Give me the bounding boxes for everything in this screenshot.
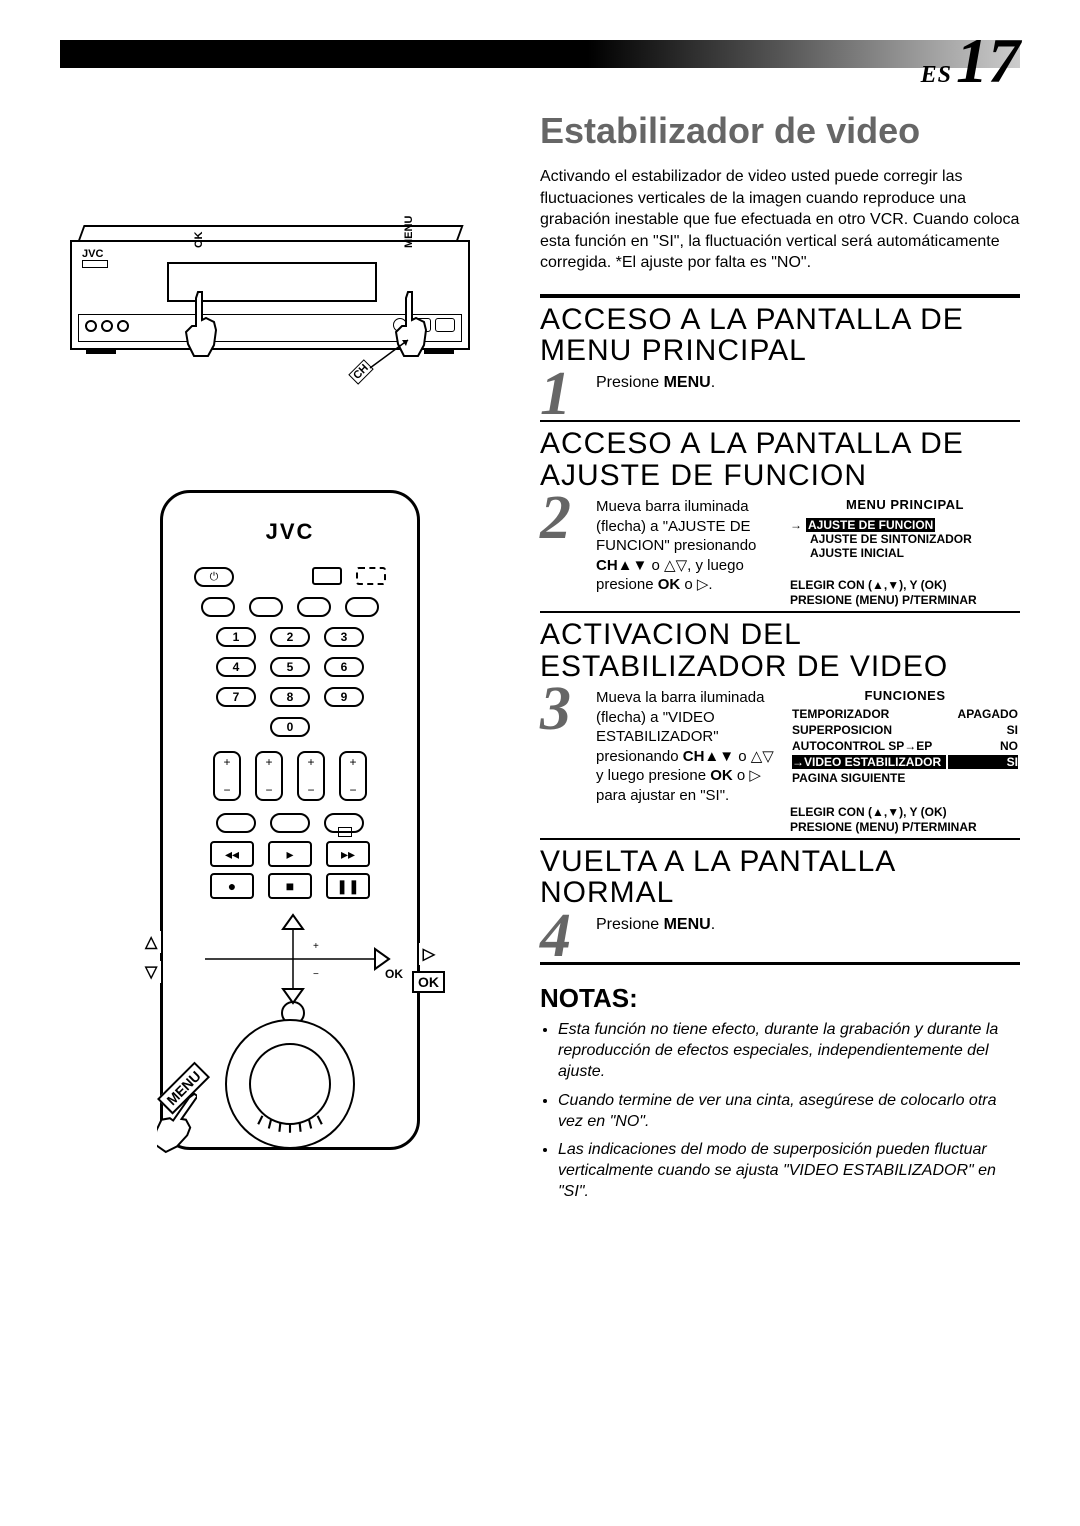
step-2-body: Mueva barra iluminada (flecha) a "AJUSTE… (596, 497, 780, 607)
step-1-num: 1 (540, 373, 596, 416)
main-title: Estabilizador de video (540, 110, 1020, 152)
menu-footer-2: PRESIONE (MENU) P/TERMINAR (790, 593, 1020, 607)
stop-button: ■ (268, 873, 312, 899)
content-column: Estabilizador de video Activando el esta… (540, 110, 1020, 1211)
step-2-num: 2 (540, 497, 596, 540)
display-icon (312, 567, 342, 585)
num-1: 1 (216, 627, 256, 647)
remote-illustration: JVC ⏻ 123 456 789 0 ◂◂ ▸ ▸▸ ● ■ ❚❚ (160, 490, 420, 1150)
pause-button: ❚❚ (326, 873, 370, 899)
step-4-title: VUELTA A LA PANTALLA NORMAL (540, 846, 1020, 909)
step-2-title: ACCESO A LA PANTALLA DE AJUSTE DE FUNCIO… (540, 428, 1020, 491)
menu-principal-box: MENU PRINCIPAL → AJUSTE DE FUNCION AJUSTE… (790, 497, 1020, 607)
step-3-body: Mueva la barra iluminada (flecha) a "VID… (596, 688, 780, 834)
func-value: SI (948, 723, 1018, 737)
svg-text:−: − (313, 969, 319, 980)
num-5: 5 (270, 657, 310, 677)
func-label: TEMPORIZADOR (792, 707, 946, 721)
page-number: ES 17 (921, 42, 1020, 89)
edge-right-icon: ▷ (419, 943, 439, 965)
step-3-num: 3 (540, 688, 596, 731)
menu-heading: MENU PRINCIPAL (790, 497, 1020, 512)
notas-title: NOTAS: (540, 983, 1020, 1014)
rew-button: ◂◂ (210, 841, 254, 867)
rocker-4 (339, 751, 367, 801)
divider (540, 420, 1020, 422)
funciones-box: FUNCIONES TEMPORIZADORAPAGADO SUPERPOSIC… (790, 688, 1020, 834)
svg-text:+: + (313, 941, 319, 952)
divider (540, 611, 1020, 613)
num-3: 3 (324, 627, 364, 647)
page-num: 17 (956, 25, 1020, 96)
notas-section: NOTAS: Esta función no tiene efecto, dur… (540, 983, 1020, 1202)
func-label: AUTOCONTROL SP→EP (792, 739, 946, 753)
step-3-title: ACTIVACION DEL ESTABILIZADOR DE VIDEO (540, 619, 1020, 682)
ff-button: ▸▸ (326, 841, 370, 867)
edge-down-icon: ▽ (141, 961, 161, 983)
rocker-1 (213, 751, 241, 801)
edge-up-icon: △ (141, 931, 161, 953)
edge-ok-label: OK (412, 971, 445, 993)
num-7: 7 (216, 687, 256, 707)
arrow-icon: → (790, 518, 802, 532)
num-2: 2 (270, 627, 310, 647)
func-value: APAGADO (948, 707, 1018, 721)
power-icon: ⏻ (194, 567, 234, 587)
func-label: PAGINA SIGUIENTE (792, 771, 946, 785)
num-4: 4 (216, 657, 256, 677)
func-label: SUPERPOSICION (792, 723, 946, 737)
header-gradient-bar (60, 40, 1020, 68)
illustrations-column: JVC OK MENU (60, 180, 500, 1150)
menu-item: AJUSTE DE FUNCION (806, 518, 935, 532)
vcr-illustration: JVC OK MENU (60, 180, 480, 390)
arrow-icon (360, 320, 420, 380)
num-9: 9 (324, 687, 364, 707)
menu-item: AJUSTE DE SINTONIZADOR (790, 532, 1020, 546)
func-value: SI (948, 755, 1018, 769)
rocker-3 (297, 751, 325, 801)
menu-footer-2: PRESIONE (MENU) P/TERMINAR (790, 820, 1020, 834)
menu-footer-1: ELEGIR CON (▲,▼), Y (OK) (790, 578, 1020, 592)
vcr-menu-label: MENU (403, 216, 415, 248)
hand-icon (180, 290, 220, 360)
rec-button: ● (210, 873, 254, 899)
step-1-title: ACCESO A LA PANTALLA DE MENU PRINCIPAL (540, 304, 1020, 367)
notas-item: Las indicaciones del modo de superposici… (558, 1140, 1020, 1202)
notas-item: Esta función no tiene efecto, durante la… (558, 1020, 1020, 1082)
rocker-2 (255, 751, 283, 801)
dpad-ok-label: OK (385, 967, 403, 981)
divider (540, 838, 1020, 840)
intro-text: Activando el estabilizador de video uste… (540, 166, 1020, 274)
func-value: NO (948, 739, 1018, 753)
dpad: + − OK (163, 909, 417, 1009)
page-lang: ES (921, 62, 952, 88)
menu-footer-1: ELEGIR CON (▲,▼), Y (OK) (790, 805, 1020, 819)
eject-icon (356, 567, 386, 585)
step-4-body: Presione MENU. (596, 915, 1020, 936)
jog-dial (225, 1019, 355, 1149)
step-4-num: 4 (540, 915, 596, 958)
vcr-ok-label: OK (193, 232, 205, 249)
remote-brand: JVC (163, 519, 417, 545)
num-0: 0 (270, 717, 310, 737)
notas-item: Cuando termine de ver una cinta, asegúre… (558, 1091, 1020, 1133)
arrow-icon: → (792, 755, 804, 769)
func-label: →VIDEO ESTABILIZADOR (792, 755, 946, 769)
play-button: ▸ (268, 841, 312, 867)
funciones-heading: FUNCIONES (790, 688, 1020, 703)
num-8: 8 (270, 687, 310, 707)
divider (540, 294, 1020, 298)
divider (540, 962, 1020, 965)
func-value (948, 771, 1018, 785)
num-6: 6 (324, 657, 364, 677)
step-1-body: Presione MENU. (596, 373, 1020, 394)
vcr-brand: JVC (82, 248, 103, 260)
menu-item: AJUSTE INICIAL (790, 546, 1020, 560)
hand-icon (157, 1087, 197, 1157)
